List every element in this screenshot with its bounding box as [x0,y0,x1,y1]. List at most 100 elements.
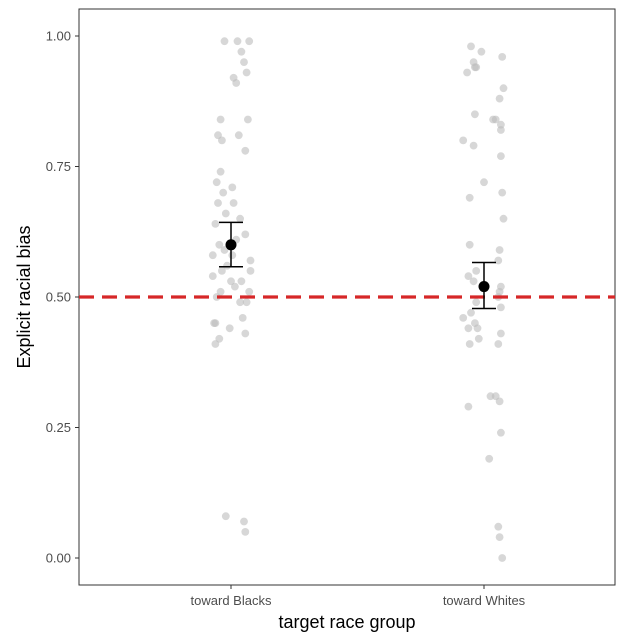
data-point [469,141,478,150]
data-point [218,267,226,275]
data-point [220,246,229,254]
data-point [211,340,220,348]
y-axis: 0.00 0.25 0.50 0.75 1.00 [46,29,79,566]
data-point [459,314,468,322]
data-point [499,214,508,223]
data-point [223,261,232,270]
data-point [208,251,217,260]
data-point [245,37,254,46]
data-point [498,554,507,562]
data-point [497,152,505,161]
x-axis-title: target race group [278,612,415,632]
data-point [498,188,507,197]
data-point [495,94,504,103]
y-tick-label: 0.25 [46,420,71,435]
data-point [246,267,255,275]
data-point [240,517,248,526]
data-point [212,178,221,187]
data-point [467,42,475,51]
data-point [237,47,246,56]
data-point [472,267,481,275]
data-point [236,214,245,223]
x-axis: toward Blacks toward Whites [191,585,526,608]
data-point [231,282,239,291]
data-point [234,131,243,140]
data-point [218,136,226,145]
data-point [495,533,504,541]
data-point [228,251,237,260]
data-point [495,397,504,406]
data-point [497,428,505,437]
data-point [498,53,507,61]
data-point [494,340,503,348]
data-point [497,329,505,338]
mean-point [225,239,237,251]
data-point [467,308,475,317]
data-point [464,272,473,280]
data-point [469,277,478,286]
data-point [229,199,238,207]
y-tick-label: 0.50 [46,290,71,305]
data-point [215,240,224,249]
data-point [495,246,504,254]
data-point [221,209,230,218]
data-point [497,303,505,312]
data-point [472,63,481,72]
data-point [464,324,473,333]
data-point [242,298,251,307]
data-point [473,324,482,333]
data-point [241,528,250,536]
x-tick-label: toward Whites [443,593,526,608]
data-point [241,230,250,239]
data-point [494,256,503,265]
data-point [221,512,230,521]
data-point [471,110,479,119]
data-point [246,256,255,265]
data-point [210,319,219,327]
data-point [485,454,494,463]
error-bar [219,221,243,268]
y-axis-title: Explicit racial bias [14,225,34,368]
data-point [477,47,486,56]
data-point [465,193,474,202]
data-point [465,340,474,348]
data-point [241,329,250,338]
data-point [465,240,474,249]
error-bar [472,261,496,310]
y-tick-label: 1.00 [46,29,71,44]
data-point [214,199,222,207]
data-point [216,167,225,176]
data-point [238,314,247,322]
y-tick-label: 0.00 [46,551,71,566]
data-point [212,293,221,301]
data-point [497,126,505,134]
data-point [480,178,488,187]
data-point [494,522,503,531]
data-point [237,277,246,286]
data-point [236,298,245,307]
data-point [208,272,217,280]
data-point [472,298,481,307]
data-point [240,58,248,66]
data-point [241,146,250,155]
data-point [232,79,241,87]
data-point [463,68,471,77]
data-point [499,84,508,93]
data-point [491,115,500,124]
data-point [216,115,225,124]
data-point [219,188,228,197]
mean-error-bars [219,221,496,310]
data-point [233,37,242,46]
y-tick-label: 0.75 [46,159,71,174]
jitter-points [208,37,508,562]
data-point [220,37,229,46]
data-point [211,220,220,228]
data-point [459,136,468,145]
data-point [228,183,237,192]
data-point [244,115,252,124]
data-point [242,68,251,77]
data-point [245,287,254,296]
data-point [474,334,483,343]
mean-point [478,281,490,293]
